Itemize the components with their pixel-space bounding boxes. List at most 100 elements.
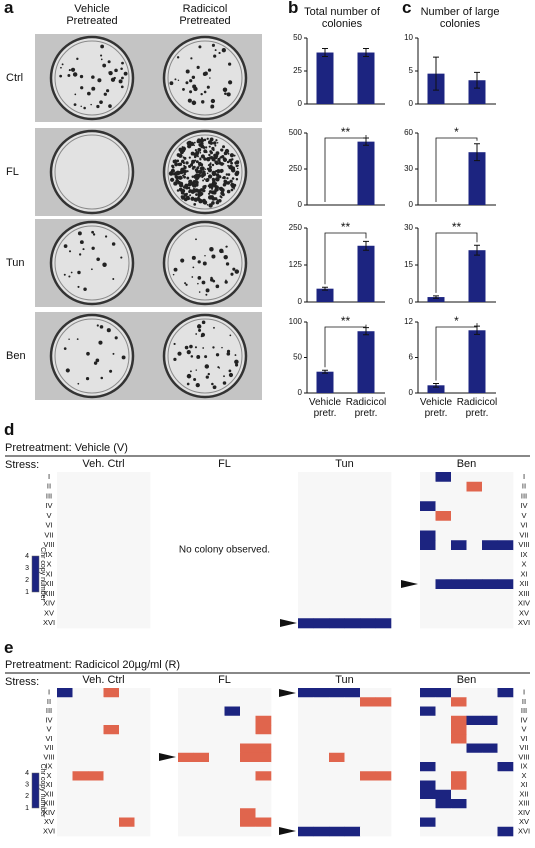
chromosome-label: IX [45, 550, 52, 559]
colony [177, 79, 180, 82]
colony [205, 375, 209, 379]
heatmap-cell [103, 598, 120, 609]
colony [206, 137, 209, 140]
colony [186, 170, 189, 173]
heatmap-cell [103, 752, 120, 763]
heatmap-cell [360, 608, 376, 619]
heatmap-cell [497, 520, 514, 531]
heatmap-cell [72, 715, 89, 726]
colony [177, 351, 182, 356]
colony [100, 376, 104, 380]
heatmap-cell [497, 789, 514, 800]
heatmap-cell [178, 725, 194, 735]
heatmap-cell [375, 481, 392, 492]
heatmap-cell [134, 511, 151, 522]
heatmap-cell [72, 559, 89, 570]
heatmap-cell [255, 771, 272, 781]
heatmap-cell [360, 688, 376, 698]
heatmap-cell [119, 688, 135, 698]
x-tick-label: Vehicle pretr. [308, 397, 342, 419]
colony [68, 69, 71, 72]
chromosome-label: XVI [43, 826, 55, 835]
colony [213, 326, 215, 329]
heatmap-cell [224, 826, 241, 837]
heatmap-cell [344, 826, 361, 837]
colony [220, 188, 225, 193]
heatmap-cell [360, 520, 376, 531]
y-tick-label: 0 [298, 297, 303, 306]
heatmap-cell [329, 771, 345, 781]
heatmap-cell [134, 780, 151, 791]
heatmap-cell [360, 540, 376, 551]
colony [82, 248, 85, 251]
heatmap-cell [313, 559, 330, 570]
colony [211, 163, 215, 167]
colony [236, 167, 239, 170]
colony [189, 90, 193, 94]
colony [206, 172, 209, 175]
colony [189, 194, 192, 197]
colony [186, 350, 191, 355]
chromosome-label: VII [519, 530, 528, 539]
heatmap-cell [466, 808, 483, 818]
heatmap-cell [119, 762, 135, 772]
heatmap-cell [240, 743, 256, 754]
heatmap-cell [420, 725, 436, 735]
colony [186, 382, 190, 386]
heatmap-cell [72, 808, 89, 818]
dish-rim [167, 40, 243, 116]
colony [174, 175, 178, 179]
stress-name: Veh. Ctrl [82, 458, 124, 470]
heatmap-cell [451, 511, 467, 522]
heatmap-cell [375, 715, 392, 726]
colony [226, 352, 231, 356]
significance-bracket [324, 135, 367, 202]
colony [123, 71, 128, 76]
colony [203, 71, 208, 76]
colony [195, 369, 197, 371]
error-bar [433, 295, 439, 299]
heatmap-cell [298, 511, 314, 522]
heatmap-cell [435, 550, 452, 561]
dish [49, 129, 135, 215]
heatmap-cell [72, 817, 89, 828]
y-tick-label: 30 [404, 223, 413, 232]
heatmap-cell [435, 697, 452, 707]
colony [235, 178, 239, 181]
heatmap-cell [72, 501, 89, 512]
heatmap-cell [72, 799, 89, 809]
heatmap-cell [134, 530, 151, 541]
heatmap-cell [497, 550, 514, 561]
heatmap-cell [103, 826, 120, 837]
colony [67, 73, 71, 77]
y-tick-label: 50 [293, 33, 302, 42]
heatmap-cell [57, 540, 73, 551]
colorbar-tick-label: 4 [25, 770, 29, 777]
heatmap-cell [240, 725, 256, 735]
colony [178, 147, 183, 152]
heatmap-cell [344, 771, 361, 781]
colony [209, 151, 213, 155]
heatmap-cell [435, 569, 452, 580]
heatmap-cell [240, 688, 256, 698]
colony [197, 191, 203, 196]
dish-rim [54, 134, 130, 210]
colony [190, 196, 195, 201]
heatmap-cell [466, 540, 483, 551]
heatmap-cell [88, 569, 104, 580]
heatmap-cell [313, 771, 330, 781]
colony [228, 165, 233, 170]
heatmap-cell [360, 725, 376, 735]
colony [206, 203, 209, 206]
heatmap-cell [466, 550, 483, 561]
colony [212, 141, 217, 145]
colony [193, 202, 197, 206]
colorbar [31, 555, 40, 593]
heatmap-cell [134, 559, 151, 570]
heatmap-cell [57, 780, 73, 791]
heatmap-cell [72, 697, 89, 707]
heatmap-cell [420, 550, 436, 561]
heatmap-cell [344, 530, 361, 541]
heatmap-cell [193, 706, 210, 717]
heatmap-cell [482, 472, 498, 483]
